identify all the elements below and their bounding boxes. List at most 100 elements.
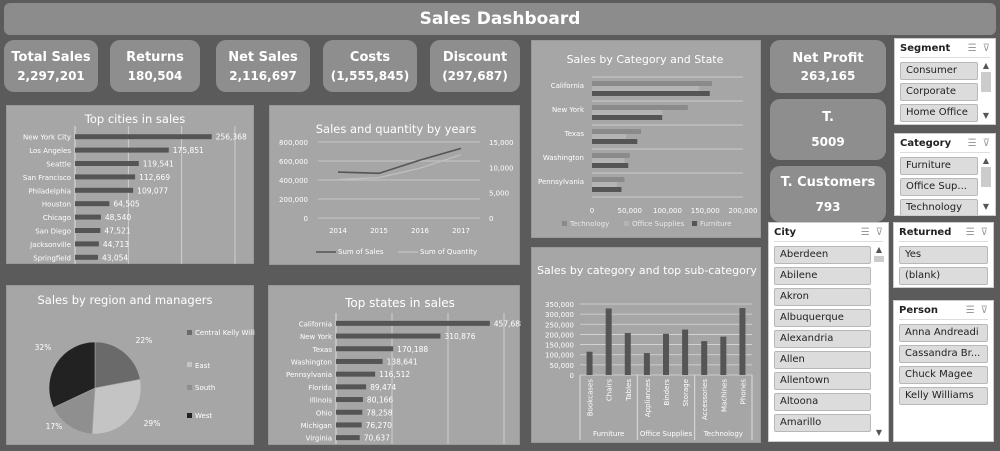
kpi-value: (297,687)	[442, 68, 508, 83]
legend-label: Sum of Quantity	[420, 248, 477, 256]
slicer-item-person[interactable]: Chuck Magee	[899, 366, 988, 384]
slicer-item-segment[interactable]: Corporate	[900, 83, 978, 101]
chart-title: Top states in sales	[344, 296, 455, 310]
data-label: 457,688	[494, 319, 521, 328]
bar	[336, 358, 383, 364]
clear-filter-icon[interactable]: ⊽	[980, 227, 988, 238]
category-label: Bookcases	[587, 379, 595, 417]
legend-label: East	[195, 362, 210, 370]
multi-select-icon[interactable]: ☰	[967, 43, 977, 54]
clear-filter-icon[interactable]: ⊽	[982, 43, 990, 54]
slicer-item-city[interactable]: Akron	[774, 288, 871, 306]
legend-swatch	[187, 362, 192, 367]
slicer-icons: ☰ ⊽	[962, 43, 990, 54]
slicer-item-city[interactable]: Alexandria	[774, 330, 871, 348]
scroll-up-icon[interactable]: ▲	[982, 156, 990, 165]
pie-label: 22%	[136, 336, 153, 345]
slicer-returned: Returned ☰ ⊽ Yes (blank)	[893, 222, 994, 288]
multi-select-icon[interactable]: ☰	[967, 138, 977, 149]
bar	[75, 228, 101, 233]
scrollbar[interactable]: ▲ ▼	[874, 245, 884, 437]
bar	[592, 187, 622, 192]
data-label: 310,876	[444, 332, 475, 341]
bar	[592, 139, 638, 144]
bar	[701, 341, 708, 375]
data-label: 116,512	[379, 370, 410, 379]
data-label: 109,077	[137, 186, 168, 195]
slicer-item-city[interactable]: Abilene	[774, 267, 871, 285]
scroll-thumb[interactable]	[981, 167, 991, 187]
bar	[336, 409, 363, 415]
bar	[592, 91, 710, 96]
clear-filter-icon[interactable]: ⊽	[980, 305, 988, 316]
pie-slice	[48, 341, 96, 408]
category-label: New York City	[23, 134, 71, 142]
slicer-item-city[interactable]: Allen	[774, 351, 871, 369]
clear-filter-icon[interactable]: ⊽	[875, 227, 883, 238]
scroll-up-icon[interactable]: ▲	[982, 61, 990, 70]
scroll-thumb[interactable]	[981, 72, 991, 92]
slicer-item-city[interactable]: Albuquerque	[774, 309, 871, 327]
bar	[75, 201, 110, 207]
sales-quantity-chart: Sales and quantity by years 800,000 600,00…	[269, 105, 520, 265]
x-tick: 200,000	[729, 207, 758, 215]
data-label: 170,188	[397, 345, 428, 354]
scrollbar[interactable]: ▲ ▼	[981, 156, 991, 211]
multi-select-icon[interactable]: ☰	[860, 227, 870, 238]
scrollbar[interactable]: ▲ ▼	[981, 61, 991, 120]
legend-label: Central Kelly Williams	[195, 329, 255, 337]
slicer-item-category[interactable]: Furniture	[900, 157, 978, 175]
slicer-item-person[interactable]: Kelly Williams	[899, 387, 988, 405]
bar	[75, 134, 212, 140]
bar	[586, 351, 593, 375]
slicer-item-city[interactable]: Altoona	[774, 393, 871, 411]
clear-filter-icon[interactable]: ⊽	[982, 138, 990, 149]
bar	[739, 308, 746, 375]
category-label: Machines	[720, 379, 728, 412]
slicer-item-returned[interactable]: Yes	[899, 246, 988, 264]
slicer-header: City ☰ ⊽	[774, 227, 883, 242]
data-label: 175,851	[173, 146, 204, 155]
y-tick: 100,000	[545, 352, 574, 360]
slicer-item-category[interactable]: Technology	[900, 199, 978, 215]
data-label: 70,637	[364, 434, 390, 443]
kpi-label: T. Customers	[780, 174, 876, 190]
x-tick: 50,000	[618, 207, 643, 215]
region-pie-chart: Sales by region and managers 22% 29% 17% 32%…	[6, 285, 255, 445]
category-label: New York	[300, 333, 333, 341]
legend-swatch	[562, 221, 567, 226]
kpi-card: Net Sales 2,116,697	[216, 40, 310, 92]
bar	[605, 308, 612, 375]
slicer-item-city[interactable]: Aberdeen	[774, 246, 871, 264]
pie-label: 32%	[35, 343, 52, 352]
slicer-item-person[interactable]: Anna Andreadi	[899, 324, 988, 342]
slicer-title: Category	[900, 138, 952, 149]
category-label: Philadelphia	[28, 187, 71, 195]
legend-label: Sum of Sales	[338, 248, 384, 256]
slicer-item-city[interactable]: Allentown	[774, 372, 871, 390]
slicer-item-category[interactable]: Office Sup...	[900, 178, 978, 196]
scroll-down-icon[interactable]: ▼	[982, 111, 990, 120]
multi-select-icon[interactable]: ☰	[965, 305, 975, 316]
kpi-label: Returns	[126, 49, 184, 65]
category-label: Pennsylvania	[286, 371, 332, 379]
scroll-thumb[interactable]	[874, 256, 884, 262]
slicer-item-segment[interactable]: Consumer	[900, 62, 978, 80]
chart-title: Sales by region and managers	[37, 293, 212, 307]
kpi-value: 793	[815, 199, 841, 214]
x-tick: 0	[590, 207, 594, 215]
scroll-up-icon[interactable]: ▲	[875, 245, 883, 254]
kpi-card: Returns 180,504	[110, 40, 200, 92]
category-label: San Diego	[35, 228, 71, 236]
slicer-item-returned[interactable]: (blank)	[899, 267, 988, 285]
bar	[336, 397, 363, 403]
bar	[336, 333, 441, 339]
scroll-down-icon[interactable]: ▼	[982, 202, 990, 211]
slicer-item-city[interactable]: Amarillo	[774, 414, 871, 432]
multi-select-icon[interactable]: ☰	[965, 227, 975, 238]
slicer-icons: ☰ ⊽	[960, 227, 988, 238]
slicer-item-segment[interactable]: Home Office	[900, 104, 978, 122]
category-label: Houston	[42, 201, 71, 209]
slicer-item-person[interactable]: Cassandra Br...	[899, 345, 988, 363]
scroll-down-icon[interactable]: ▼	[875, 428, 883, 437]
